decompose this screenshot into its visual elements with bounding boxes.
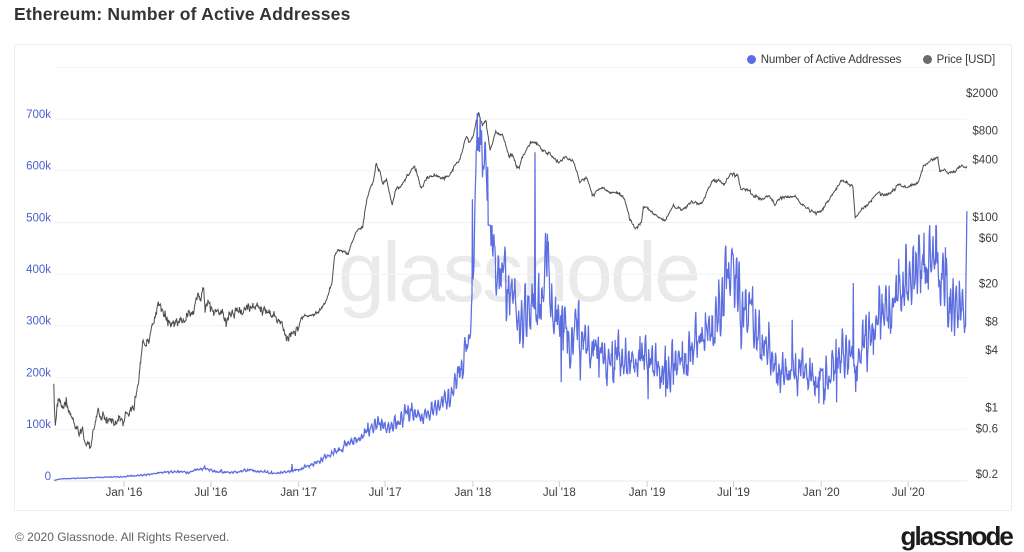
- svg-text:0: 0: [45, 471, 51, 483]
- svg-text:Jul '17: Jul '17: [369, 487, 402, 499]
- svg-text:300k: 300k: [26, 316, 51, 328]
- svg-text:100k: 100k: [26, 419, 51, 431]
- svg-text:Jul '20: Jul '20: [892, 487, 925, 499]
- svg-text:Jan '20: Jan '20: [803, 487, 840, 499]
- svg-text:700k: 700k: [26, 109, 51, 121]
- svg-text:400k: 400k: [26, 264, 51, 276]
- svg-text:$0.6: $0.6: [976, 424, 998, 436]
- svg-text:Jan '19: Jan '19: [629, 487, 666, 499]
- svg-text:600k: 600k: [26, 161, 51, 173]
- svg-text:$60: $60: [979, 233, 998, 245]
- svg-text:200k: 200k: [26, 367, 51, 379]
- svg-text:Jul '19: Jul '19: [717, 487, 750, 499]
- svg-text:Jan '17: Jan '17: [280, 487, 317, 499]
- svg-text:$800: $800: [972, 126, 998, 138]
- svg-text:$100: $100: [972, 212, 998, 224]
- svg-text:Jul '18: Jul '18: [543, 487, 576, 499]
- svg-text:Jan '18: Jan '18: [455, 487, 492, 499]
- svg-text:$8: $8: [985, 316, 998, 328]
- svg-text:$4: $4: [985, 345, 998, 357]
- svg-text:Jul '16: Jul '16: [194, 487, 227, 499]
- svg-text:$400: $400: [972, 154, 998, 166]
- svg-text:$2000: $2000: [966, 88, 998, 100]
- svg-text:500k: 500k: [26, 212, 51, 224]
- svg-text:$1: $1: [985, 402, 998, 414]
- svg-text:$20: $20: [979, 278, 998, 290]
- svg-text:Jan '16: Jan '16: [106, 487, 143, 499]
- svg-text:$0.2: $0.2: [976, 469, 998, 481]
